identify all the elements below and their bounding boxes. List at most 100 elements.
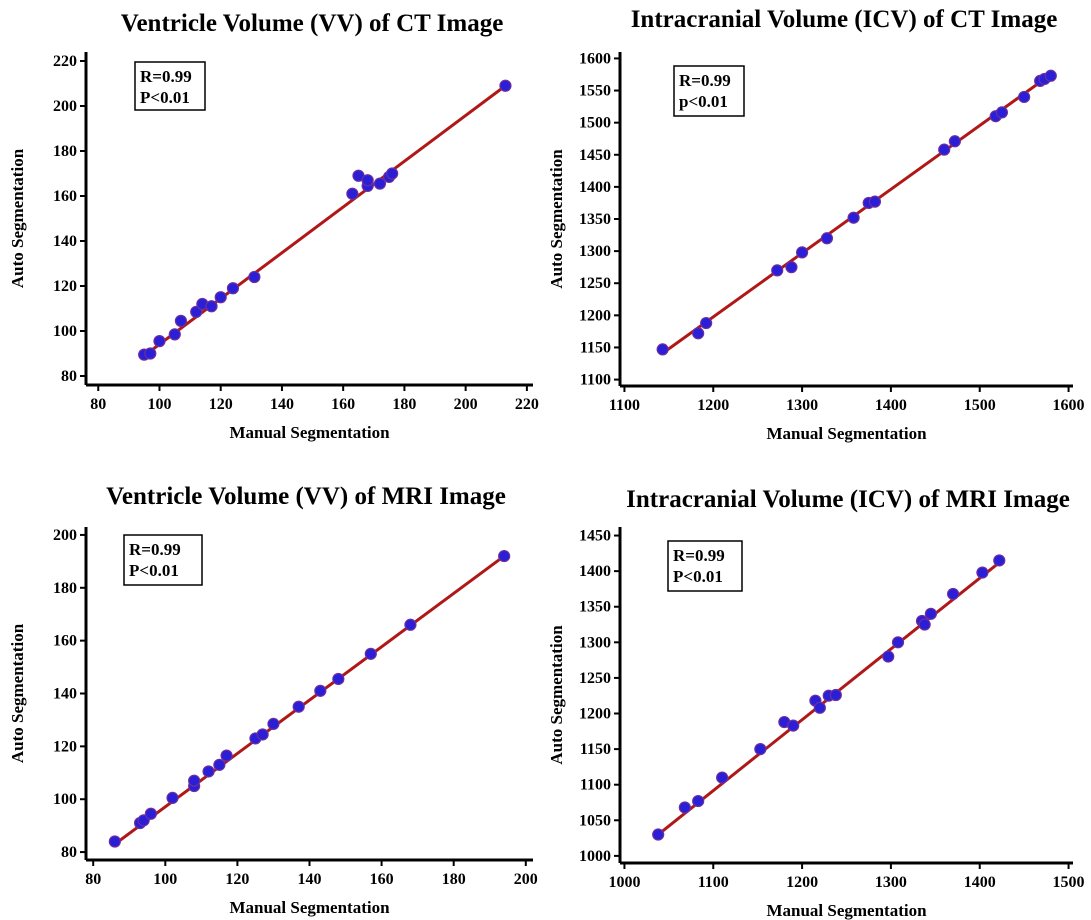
data-point bbox=[202, 765, 215, 778]
data-point bbox=[248, 270, 261, 284]
stats-annotation: R=0.99 P<0.01 bbox=[667, 540, 743, 592]
data-point bbox=[213, 758, 226, 771]
x-axis-title: Manual Segmentation bbox=[229, 423, 390, 442]
stats-box bbox=[134, 61, 206, 111]
y-tick-label: 1600 bbox=[579, 50, 611, 67]
y-axis-title: Auto Segmentation bbox=[547, 625, 566, 765]
y-tick-label: 1450 bbox=[579, 147, 611, 164]
data-point bbox=[847, 211, 860, 224]
x-axis-title: Manual Segmentation bbox=[766, 424, 927, 443]
chart-title: Intracranial Volume (ICV) of CT Image bbox=[631, 6, 1058, 33]
chart-4: Intracranial Volume (ICV) of MRI Image 10… bbox=[547, 486, 1085, 920]
chart-title: Intracranial Volume (ICV) of MRI Image bbox=[626, 486, 1070, 513]
data-point bbox=[891, 636, 905, 649]
data-point bbox=[168, 328, 181, 341]
data-point bbox=[144, 807, 157, 820]
x-tick-label: 1200 bbox=[697, 397, 729, 414]
stat-r-value: R=0.99 bbox=[140, 67, 192, 86]
data-point bbox=[652, 828, 665, 841]
data-point bbox=[993, 554, 1006, 567]
data-point bbox=[700, 316, 713, 330]
x-tick-label: 120 bbox=[209, 396, 233, 413]
stats-annotation: R=0.99 P<0.01 bbox=[134, 61, 206, 111]
y-tick-label: 1350 bbox=[579, 599, 611, 616]
x-tick-label: 140 bbox=[298, 871, 322, 888]
data-point bbox=[692, 327, 705, 340]
data-point bbox=[829, 688, 842, 702]
y-tick-label: 1150 bbox=[580, 339, 611, 356]
stat-p-value: p<0.01 bbox=[679, 92, 728, 111]
x-tick-label: 180 bbox=[392, 396, 416, 413]
x-tick-label: 1100 bbox=[609, 397, 640, 414]
data-point bbox=[946, 587, 960, 601]
y-tick-label: 1200 bbox=[579, 307, 611, 324]
y-tick-label: 1250 bbox=[579, 670, 611, 687]
data-point bbox=[787, 719, 800, 732]
x-tick-label: 140 bbox=[270, 396, 294, 413]
y-tick-label: 140 bbox=[53, 233, 77, 250]
data-point bbox=[166, 791, 179, 804]
data-point bbox=[882, 650, 895, 663]
chart-title: Ventricle Volume (VV) of CT Image bbox=[121, 10, 504, 37]
chart-1: Ventricle Volume (VV) of CT Image 80 100 12… bbox=[8, 10, 539, 442]
regression-line bbox=[113, 554, 506, 846]
data-point bbox=[220, 749, 233, 762]
data-point bbox=[656, 343, 669, 356]
x-tick-label: 180 bbox=[442, 871, 466, 888]
x-tick-label: 1100 bbox=[698, 874, 729, 891]
x-tick-label: 1200 bbox=[786, 874, 818, 891]
chart-2: Intracranial Volume (ICV) of CT Image 110… bbox=[547, 6, 1085, 443]
stats-annotation: R=0.99 P<0.01 bbox=[123, 534, 203, 586]
data-point bbox=[108, 835, 121, 848]
stats-annotation: R=0.99 p<0.01 bbox=[673, 65, 745, 117]
x-tick-label: 1500 bbox=[1053, 874, 1085, 891]
data-point bbox=[754, 743, 767, 756]
data-point bbox=[976, 566, 989, 579]
y-tick-label: 1300 bbox=[579, 243, 611, 260]
data-point bbox=[785, 261, 798, 274]
y-tick-label: 140 bbox=[53, 686, 77, 703]
stats-box bbox=[123, 534, 203, 586]
x-tick-label: 1000 bbox=[608, 874, 640, 891]
x-tick-label: 1400 bbox=[964, 874, 996, 891]
data-point bbox=[692, 794, 705, 808]
stats-box bbox=[667, 540, 743, 592]
data-point bbox=[795, 246, 809, 259]
data-point bbox=[188, 774, 201, 787]
data-point bbox=[918, 618, 931, 631]
y-tick-label: 220 bbox=[53, 53, 77, 70]
stat-r-value: R=0.99 bbox=[673, 546, 725, 565]
data-point bbox=[214, 291, 227, 304]
chart-3: Ventricle Volume (VV) of MRI Image 80 100 1… bbox=[8, 483, 538, 917]
y-tick-label: 180 bbox=[53, 580, 77, 597]
data-point bbox=[292, 700, 305, 713]
y-axis-title: Auto Segmentation bbox=[8, 148, 27, 288]
data-point bbox=[716, 771, 729, 784]
data-point bbox=[813, 701, 826, 714]
x-tick-label: 200 bbox=[514, 871, 538, 888]
data-point bbox=[361, 174, 374, 187]
x-tick-label: 1400 bbox=[875, 397, 907, 414]
y-tick-label: 200 bbox=[53, 527, 77, 544]
data-point bbox=[820, 232, 834, 245]
stat-r-value: R=0.99 bbox=[129, 540, 181, 559]
x-tick-label: 100 bbox=[147, 396, 171, 413]
stat-r-value: R=0.99 bbox=[679, 71, 731, 90]
x-tick-label: 1300 bbox=[786, 397, 818, 414]
x-tick-label: 1500 bbox=[964, 397, 996, 414]
x-tick-label: 100 bbox=[153, 871, 177, 888]
y-tick-label: 1500 bbox=[579, 115, 611, 132]
data-point bbox=[364, 647, 377, 660]
y-tick-label: 80 bbox=[61, 844, 77, 861]
y-tick-label: 100 bbox=[53, 791, 77, 808]
stat-p-value: P<0.01 bbox=[673, 567, 723, 586]
data-point bbox=[404, 618, 417, 631]
data-point bbox=[499, 79, 512, 92]
y-tick-label: 180 bbox=[53, 143, 77, 160]
x-tick-label: 160 bbox=[331, 396, 355, 413]
y-axis-title: Auto Segmentation bbox=[8, 623, 27, 763]
data-point bbox=[174, 314, 188, 327]
y-tick-label: 100 bbox=[53, 323, 77, 340]
y-tick-label: 1100 bbox=[580, 777, 611, 794]
